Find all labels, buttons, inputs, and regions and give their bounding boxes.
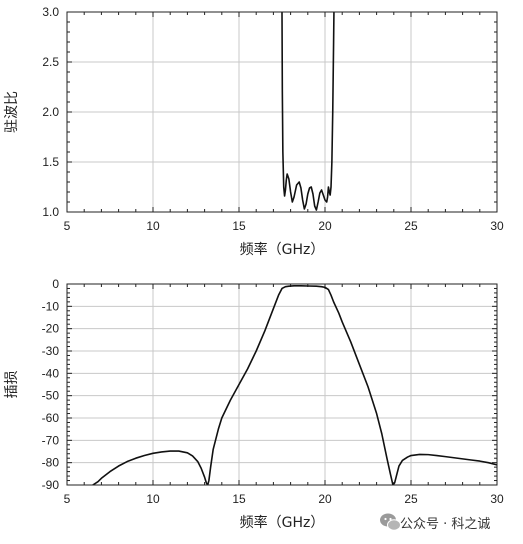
insertion-loss-chart: 5 10 15 20 25 30 0 -10 -20 -30 -40 -50 -60 -70 -80 -90 频…: [4, 277, 504, 531]
x-tick-label: 30: [490, 219, 504, 233]
series-line-0: [281, 12, 335, 211]
series-line-0: [92, 284, 497, 485]
vswr-chart: 5 10 15 20 25 30 1.0 1.5 2.0 2.5 3.0 频率（GHz） 驻波比: [4, 5, 504, 258]
y-tick-label: 2.5: [42, 55, 59, 69]
x-tick-label: 10: [146, 492, 160, 506]
x-tick-label: 30: [490, 492, 504, 506]
y-tick-label: -90: [42, 478, 60, 492]
y-tick-label: -80: [42, 456, 60, 470]
x-tick-label: 10: [146, 219, 160, 233]
wechat-icon: [380, 513, 401, 531]
watermark: 公众号 · 科之诚: [380, 513, 490, 532]
y-tick-label: 3.0: [42, 5, 59, 19]
y-axis-label: 驻波比: [4, 91, 20, 133]
grid-lines: [67, 284, 497, 485]
y-tick-label: -10: [42, 299, 60, 313]
y-tick-label: 1.5: [42, 155, 59, 169]
x-tick-label: 20: [318, 219, 332, 233]
y-tick-label: -70: [42, 433, 60, 447]
y-tick-label: 2.0: [42, 105, 59, 119]
x-tick-label: 5: [64, 492, 71, 506]
x-axis-label: 频率（GHz）: [240, 241, 325, 258]
y-axis-label: 插损: [4, 371, 20, 399]
x-axis-label: 频率（GHz）: [240, 514, 325, 531]
x-tick-label: 5: [64, 219, 71, 233]
x-tick-label: 15: [232, 219, 246, 233]
x-tick-label: 25: [404, 219, 418, 233]
y-tick-label: -30: [42, 344, 60, 358]
watermark-text: 公众号 · 科之诚: [400, 517, 490, 532]
y-tick-label: -60: [42, 411, 60, 425]
x-tick-label: 15: [232, 492, 246, 506]
y-tick-label: -40: [42, 366, 60, 380]
x-tick-label: 25: [404, 492, 418, 506]
y-tick-label: 1.0: [42, 205, 59, 219]
x-tick-label: 20: [318, 492, 332, 506]
plot-frame: [66, 283, 498, 486]
plot-frame: [66, 11, 498, 213]
y-tick-label: 0: [52, 277, 59, 291]
y-tick-label: -20: [42, 322, 60, 336]
y-tick-label: -50: [42, 389, 60, 403]
